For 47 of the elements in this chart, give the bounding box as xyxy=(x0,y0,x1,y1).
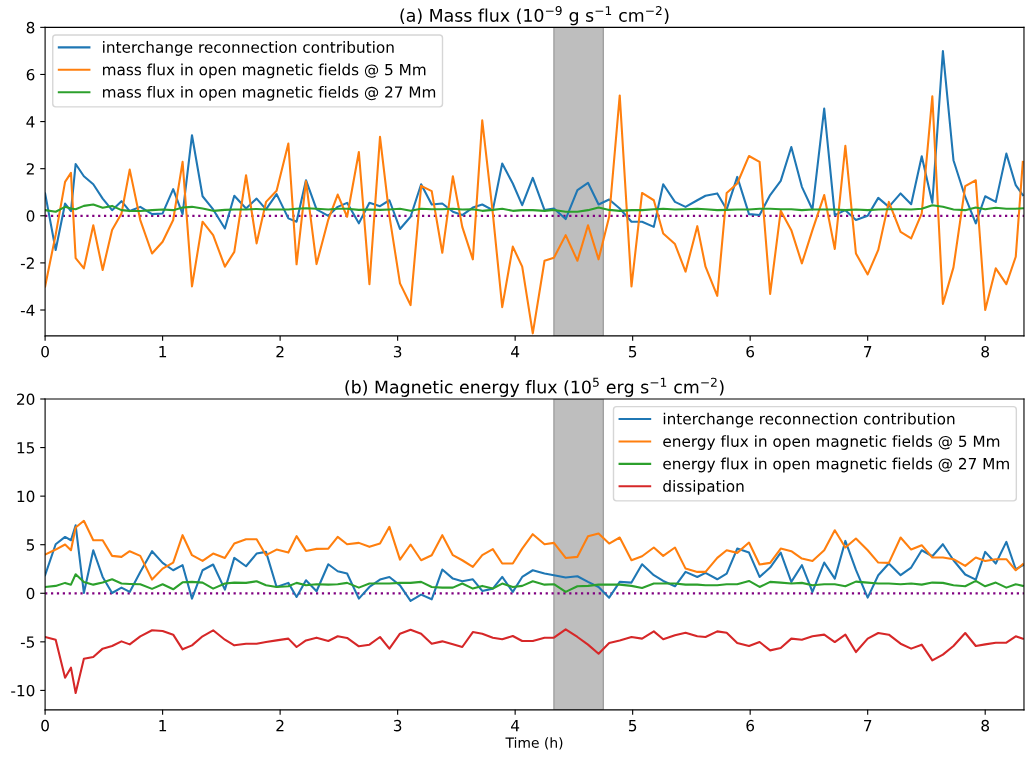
x-tick-label: 0 xyxy=(41,345,49,358)
y-tick-label: -4 xyxy=(20,304,35,316)
y-tick-label: -5 xyxy=(20,636,35,648)
y-tick-label: 6 xyxy=(26,68,35,81)
x-tick-label: 3 xyxy=(393,719,402,732)
legend-label: dissipation xyxy=(663,480,744,495)
x-tick-label: 3 xyxy=(393,345,402,358)
x-tick-label: 4 xyxy=(511,346,520,358)
x-tick-label: 0 xyxy=(41,719,49,732)
y-tick-label: 4 xyxy=(26,116,35,128)
x-tick-label: 7 xyxy=(864,346,872,358)
legend-label: mass flux in open magnetic fields @ 5 Mm xyxy=(103,63,426,79)
y-tick-label: 15 xyxy=(17,442,35,454)
x-tick-label: 8 xyxy=(981,345,990,358)
y-tick-label: 5 xyxy=(26,539,35,551)
line-series xyxy=(45,628,1024,695)
x-tick-label: 6 xyxy=(746,719,755,732)
legend-label: interchange reconnection contribution xyxy=(103,41,394,56)
chart-title: (b) Magnetic energy flux (10$^{5}$ erg s$^{−1}$ cm$^{−2}$) xyxy=(345,377,724,397)
x-tick-label: 8 xyxy=(981,719,990,732)
x-tick-label: 5 xyxy=(628,720,637,732)
x-tick-label: 2 xyxy=(276,345,284,358)
y-tick-label: 10 xyxy=(17,490,35,503)
chart-title: (a) Mass flux (10$^{−9}$ g s$^{−1}$ cm$^{−2}$) xyxy=(400,6,669,26)
line-series xyxy=(45,203,1024,213)
legend-label: energy flux in open magnetic fields @ 27 Mm xyxy=(663,457,1009,473)
x-tick-label: 2 xyxy=(276,719,284,732)
line-series xyxy=(45,519,1024,581)
x-tick-label: 1 xyxy=(159,720,167,732)
y-tick-label: -2 xyxy=(20,257,34,269)
legend-label: energy flux in open magnetic fields @ 5 Mm xyxy=(663,435,1000,450)
x-tick-label: 1 xyxy=(159,346,167,358)
y-tick-label: 0 xyxy=(26,587,35,600)
line-series xyxy=(45,524,1024,602)
legend-label: interchange reconnection contribution xyxy=(663,412,955,428)
y-tick-label: 8 xyxy=(26,21,35,34)
y-tick-label: -10 xyxy=(11,684,35,697)
x-tick-label: 7 xyxy=(864,720,872,732)
line-series xyxy=(45,573,1024,593)
x-tick-label: 4 xyxy=(511,720,520,732)
x-tick-label: 5 xyxy=(628,346,637,358)
legend-label: mass flux in open magnetic fields @ 27 Mm xyxy=(103,85,436,101)
y-tick-label: 0 xyxy=(26,210,35,222)
x-axis-title: Time (h) xyxy=(505,737,563,750)
y-tick-label: 2 xyxy=(26,163,34,175)
y-tick-label: 20 xyxy=(17,393,35,406)
x-tick-label: 6 xyxy=(746,345,755,358)
